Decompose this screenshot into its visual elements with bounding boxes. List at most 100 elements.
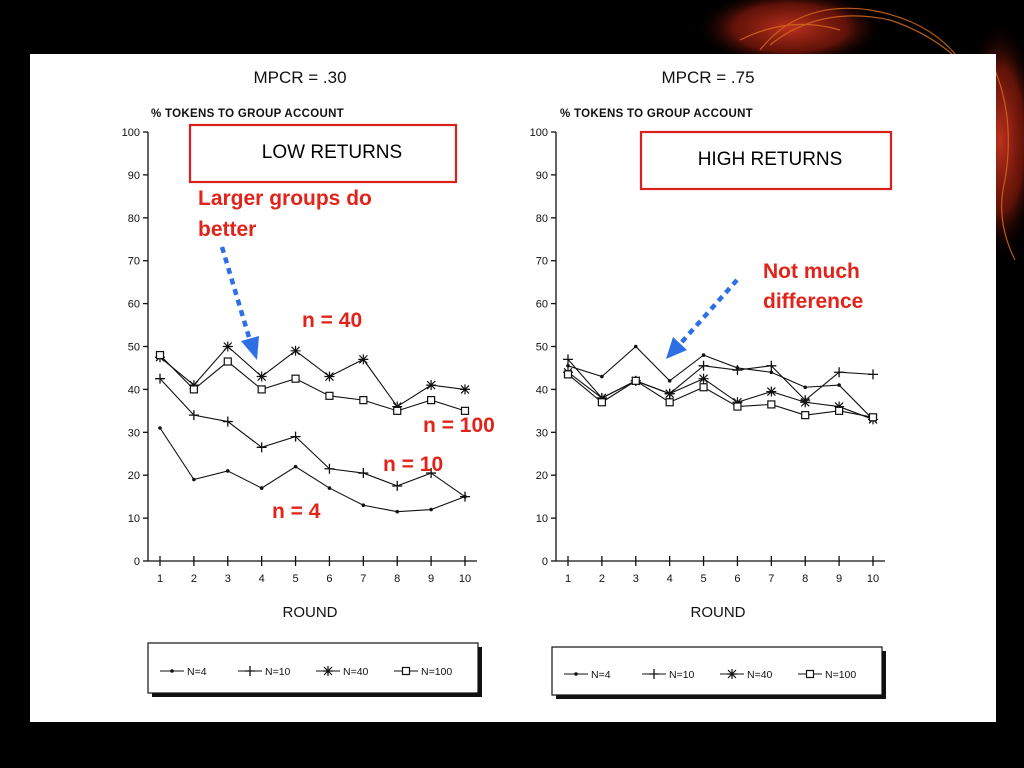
right-legend-label: N=4	[591, 669, 611, 681]
right-data-point	[667, 379, 672, 383]
left-y-tick-label: 0	[134, 556, 140, 568]
right-series-n4	[566, 344, 875, 422]
left-data-point	[257, 385, 266, 394]
left-data-point	[361, 503, 366, 508]
right-data-point	[631, 376, 640, 385]
right-y-tick-label: 10	[536, 513, 548, 525]
left-series-line	[159, 427, 466, 513]
right-blue-arrow	[666, 278, 739, 359]
right-x-tick-label: 10	[867, 573, 879, 585]
left-data-point	[222, 416, 233, 427]
right-data-point	[563, 370, 573, 379]
left-data-point	[259, 486, 264, 490]
left-x-tick-label: 5	[292, 573, 298, 585]
left-data-point	[327, 486, 332, 490]
right-data-point	[698, 373, 709, 384]
n4-label: n = 4	[272, 500, 321, 523]
right-data-point	[699, 383, 708, 392]
left-series-n40	[155, 341, 470, 412]
right-data-point	[766, 386, 777, 397]
left-data-point	[324, 463, 335, 474]
left-data-point	[324, 371, 335, 382]
left-series-line	[159, 354, 466, 412]
right-data-point	[868, 369, 878, 380]
right-data-point	[633, 344, 638, 349]
left-data-point	[155, 373, 165, 384]
n40-label: n = 40	[302, 309, 362, 332]
right-data-point	[801, 411, 810, 420]
right-y-tick-label: 30	[536, 427, 548, 439]
left-data-point	[427, 396, 436, 405]
right-y-tick-label: 50	[536, 342, 548, 354]
right-data-point	[834, 367, 845, 378]
left-data-point	[392, 480, 403, 491]
left-chart-ylabel: % TOKENS TO GROUP ACCOUNT	[151, 108, 344, 120]
right-data-point	[597, 398, 606, 407]
right-data-point	[732, 365, 743, 376]
left-legend-marker	[245, 666, 255, 676]
left-y-tick-label: 10	[128, 513, 140, 525]
left-x-tick-label: 10	[459, 573, 471, 585]
left-y-tick-label: 70	[128, 256, 140, 268]
left-data-point	[395, 509, 400, 514]
left-y-tick-label: 60	[128, 299, 140, 311]
right-data-point	[701, 353, 706, 357]
right-y-tick-label: 0	[542, 556, 548, 568]
right-data-point	[837, 383, 841, 387]
left-data-point	[256, 371, 267, 382]
left-y-tick-label: 20	[128, 470, 140, 482]
left-legend-box	[147, 642, 479, 694]
right-y-tick-label: 40	[536, 384, 548, 396]
right-data-point	[733, 402, 742, 411]
left-data-point	[188, 410, 199, 421]
right-x-tick-label: 7	[768, 573, 774, 585]
left-data-point	[189, 385, 198, 394]
right-x-tick-label: 6	[734, 573, 740, 585]
right-y-tick-label: 60	[536, 299, 548, 311]
left-data-point	[222, 341, 233, 352]
low-returns-label: LOW RETURNS	[262, 142, 402, 163]
larger-groups-note-line2: better	[198, 218, 256, 241]
left-data-point	[460, 384, 470, 395]
right-series-line	[567, 373, 874, 418]
left-y-tick-label: 40	[128, 384, 140, 396]
right-data-point	[563, 354, 573, 365]
right-x-tick-label: 8	[802, 573, 808, 585]
left-data-point	[460, 406, 470, 415]
right-y-tick-label: 100	[530, 127, 548, 139]
left-data-point	[290, 431, 301, 442]
right-data-point	[868, 413, 878, 422]
right-chart-ylabel: % TOKENS TO GROUP ACCOUNT	[560, 108, 753, 120]
left-chart-title: MPCR = .30	[253, 68, 346, 87]
left-data-point	[426, 468, 437, 479]
right-x-tick-label: 2	[599, 573, 605, 585]
right-data-point	[835, 406, 844, 415]
left-x-tick-label: 9	[428, 573, 434, 585]
right-legend-marker	[727, 669, 737, 679]
left-data-point	[426, 380, 437, 391]
left-data-point	[358, 354, 369, 365]
right-legend-label: N=100	[825, 669, 856, 681]
right-y-tick-label: 70	[536, 256, 548, 268]
right-data-point	[803, 385, 808, 390]
left-data-point	[256, 442, 267, 453]
left-x-tick-label: 1	[157, 573, 163, 585]
left-x-tick-label: 3	[225, 573, 231, 585]
right-data-point	[766, 360, 777, 371]
left-blue-arrow	[219, 246, 259, 360]
right-series-line	[567, 345, 874, 420]
right-chart-xlabel: ROUND	[691, 604, 746, 621]
right-legend-marker	[805, 669, 815, 679]
right-legend-label: N=10	[669, 669, 695, 681]
left-series-n10	[155, 373, 470, 502]
right-data-point	[732, 397, 743, 408]
left-data-point	[223, 357, 232, 366]
left-data-point	[158, 426, 162, 430]
left-x-tick-label: 4	[259, 573, 265, 585]
left-data-point	[460, 491, 470, 502]
right-chart-title: MPCR = .75	[661, 68, 754, 87]
left-series-n4	[158, 426, 467, 514]
right-data-point	[698, 360, 709, 371]
right-data-point	[665, 398, 674, 407]
right-legend-box	[551, 646, 883, 696]
